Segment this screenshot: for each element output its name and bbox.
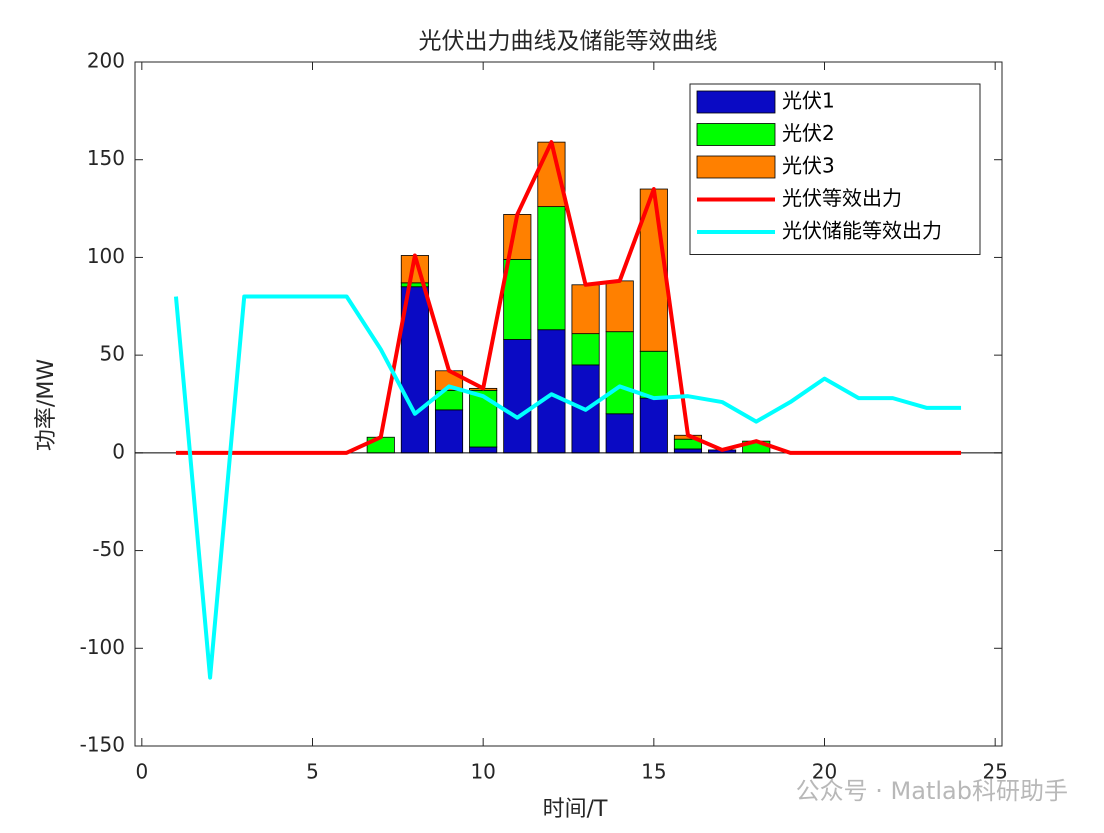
- plot-area: [134, 61, 1003, 747]
- y-tick-label: -50: [92, 537, 125, 561]
- y-tick-label: 100: [87, 244, 125, 268]
- legend-swatch: [696, 123, 776, 146]
- bar: [571, 284, 600, 335]
- x-axis-label: 时间/T: [543, 797, 608, 822]
- legend-label: 光伏储能等效出力: [782, 219, 942, 243]
- line: [175, 140, 962, 455]
- bar: [537, 206, 566, 331]
- y-tick-label: -150: [80, 733, 125, 757]
- y-tick-label: 50: [100, 342, 125, 366]
- y-tick-label: 150: [87, 146, 125, 170]
- bar: [537, 329, 566, 454]
- y-tick-label: 200: [87, 49, 125, 73]
- bar: [605, 331, 634, 415]
- chart-title: 光伏出力曲线及储能等效曲线: [419, 29, 718, 55]
- bar: [639, 397, 668, 454]
- bar: [469, 446, 498, 454]
- line: [173, 294, 962, 680]
- legend-label: 光伏1: [782, 89, 835, 113]
- bar: [503, 339, 532, 454]
- x-tick-label: 15: [641, 760, 666, 784]
- bar: [503, 258, 532, 340]
- bar: [605, 280, 634, 333]
- legend-swatch: [696, 90, 776, 114]
- y-tick-label: -100: [80, 635, 125, 659]
- bar: [639, 350, 668, 399]
- legend-swatch: [696, 155, 776, 179]
- bar: [434, 409, 464, 454]
- x-tick-label: 20: [812, 760, 837, 784]
- watermark: 公众号 · Matlab科研助手: [796, 777, 1068, 805]
- bar: [673, 448, 703, 454]
- bar: [605, 413, 634, 454]
- bar: [571, 333, 600, 366]
- x-tick-label: 25: [982, 760, 1007, 784]
- bar: [469, 389, 498, 448]
- y-axis-label: 功率/MW: [34, 359, 59, 451]
- y-tick-label: 0: [112, 439, 125, 463]
- legend-label: 光伏等效出力: [782, 186, 902, 210]
- x-tick-label: 0: [135, 760, 148, 784]
- x-tick-label: 5: [306, 760, 319, 784]
- legend-label: 光伏3: [782, 154, 835, 178]
- x-tick-label: 10: [470, 760, 495, 784]
- legend-label: 光伏2: [782, 121, 835, 145]
